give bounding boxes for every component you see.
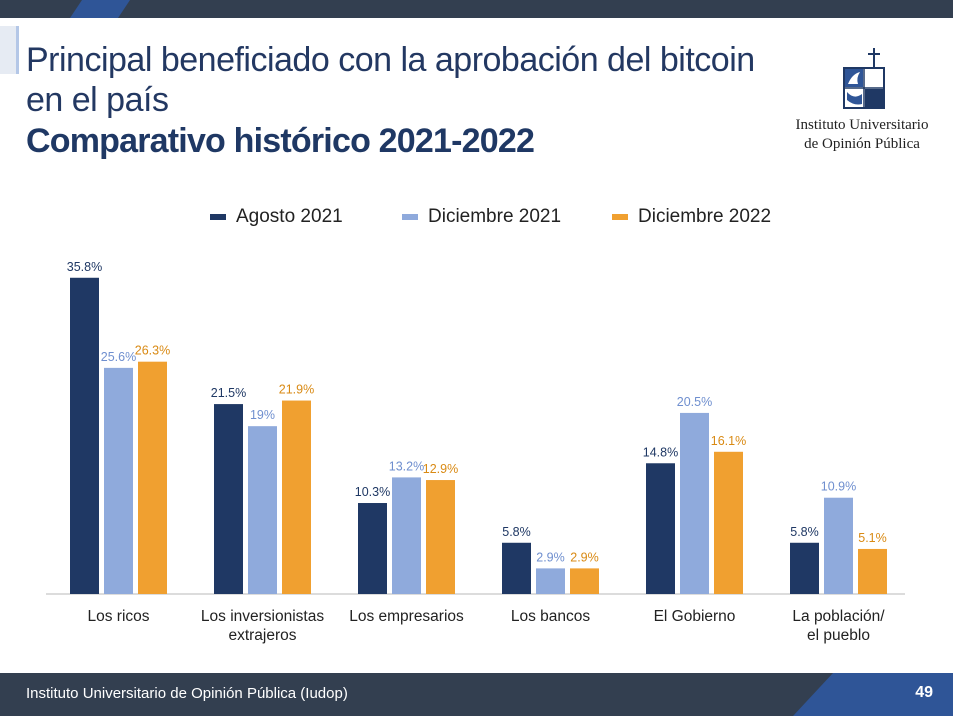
data-label: 21.9% xyxy=(279,383,314,397)
bar-2-1 xyxy=(104,367,133,594)
data-label: 13.2% xyxy=(389,459,424,473)
data-label: 21.5% xyxy=(211,386,246,400)
legend-item-diciembre-2022: Diciembre 2022 xyxy=(612,206,771,228)
bar-chart: 35.8% 25.6%26.3% Los ricos 21.5% 19% 21.9% Los… xyxy=(46,260,905,644)
data-label: 2.9% xyxy=(570,550,599,564)
data-label: 10.9% xyxy=(821,480,856,494)
bar-2-3 xyxy=(392,477,421,594)
bar-3-5 xyxy=(714,451,743,594)
legend-swatch-diciembre-2022 xyxy=(612,214,628,220)
page-number: 49 xyxy=(915,684,933,701)
bar-2-6 xyxy=(824,497,853,594)
data-label: 2.9% xyxy=(536,550,565,564)
category-label: extrajeros xyxy=(228,627,296,644)
legend-label-diciembre-2021: Diciembre 2021 xyxy=(428,206,562,227)
page-title: Principal beneficiado con la aprobación … xyxy=(26,40,786,162)
bar-3-3 xyxy=(426,480,455,594)
bar-3-4 xyxy=(570,568,599,594)
data-label: 14.8% xyxy=(643,445,678,459)
bar-3-1 xyxy=(138,361,167,594)
data-label: 16.1% xyxy=(711,434,746,448)
bar-1-3 xyxy=(358,503,387,594)
category-label: Los ricos xyxy=(87,608,149,625)
iudop-logo: Instituto Universitario de Opinión Públi… xyxy=(790,48,940,158)
bar-1-1 xyxy=(70,277,99,594)
bar-2-4 xyxy=(536,568,565,594)
bar-2-5 xyxy=(680,412,709,594)
legend-item-diciembre-2021: Diciembre 2021 xyxy=(402,206,561,228)
data-label: 25.6% xyxy=(101,350,136,364)
legend-item-agosto-2021: Agosto 2021 xyxy=(210,206,343,228)
top-bar xyxy=(0,0,953,18)
category-label: el pueblo xyxy=(807,627,870,644)
data-label: 20.5% xyxy=(677,395,712,409)
legend-swatch-diciembre-2021 xyxy=(402,214,418,220)
bar-3-2 xyxy=(282,400,311,594)
top-bar-accent xyxy=(70,0,130,18)
bar-1-6 xyxy=(790,542,819,594)
chart-legend: Agosto 2021 Diciembre 2021 Diciembre 202… xyxy=(0,206,953,230)
bar-2-2 xyxy=(248,426,277,594)
category-label: Los empresarios xyxy=(349,608,464,625)
data-label: 5.1% xyxy=(858,531,887,545)
legend-label-agosto-2021: Agosto 2021 xyxy=(236,206,343,227)
legend-label-diciembre-2022: Diciembre 2022 xyxy=(638,206,772,227)
title-side-mark xyxy=(0,26,19,74)
footer-bar: Instituto Universitario de Opinión Públi… xyxy=(0,673,953,716)
logo-text-line-1: Instituto Universitario xyxy=(795,117,929,133)
data-label: 26.3% xyxy=(135,344,170,358)
data-label: 5.8% xyxy=(502,525,531,539)
title-subtitle: Comparativo histórico 2021-2022 xyxy=(26,122,535,160)
bar-1-4 xyxy=(502,542,531,594)
data-label: 12.9% xyxy=(423,462,458,476)
bar-1-5 xyxy=(646,463,675,594)
bar-1-2 xyxy=(214,404,243,594)
logo-text: Instituto Universitario de Opinión Públi… xyxy=(790,116,934,154)
bar-3-6 xyxy=(858,548,887,594)
category-label: Los inversionistas xyxy=(201,608,324,625)
footer-text: Instituto Universitario de Opinión Públi… xyxy=(26,685,348,702)
legend-swatch-agosto-2021 xyxy=(210,214,226,220)
data-label: 10.3% xyxy=(355,485,390,499)
category-label: La población/ xyxy=(792,608,885,625)
title-line-2: en el país xyxy=(26,81,169,119)
data-label: 35.8% xyxy=(67,260,102,274)
data-label: 19% xyxy=(250,408,275,422)
category-label: Los bancos xyxy=(511,608,591,625)
title-line-1: Principal beneficiado con la aprobación … xyxy=(26,41,755,79)
data-label: 5.8% xyxy=(790,525,819,539)
category-label: El Gobierno xyxy=(654,608,736,625)
logo-text-line-2: de Opinión Pública xyxy=(804,136,920,152)
uca-emblem-icon xyxy=(843,48,885,109)
